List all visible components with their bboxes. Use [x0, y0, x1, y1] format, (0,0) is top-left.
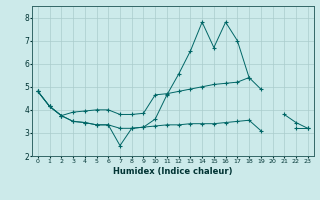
- X-axis label: Humidex (Indice chaleur): Humidex (Indice chaleur): [113, 167, 233, 176]
